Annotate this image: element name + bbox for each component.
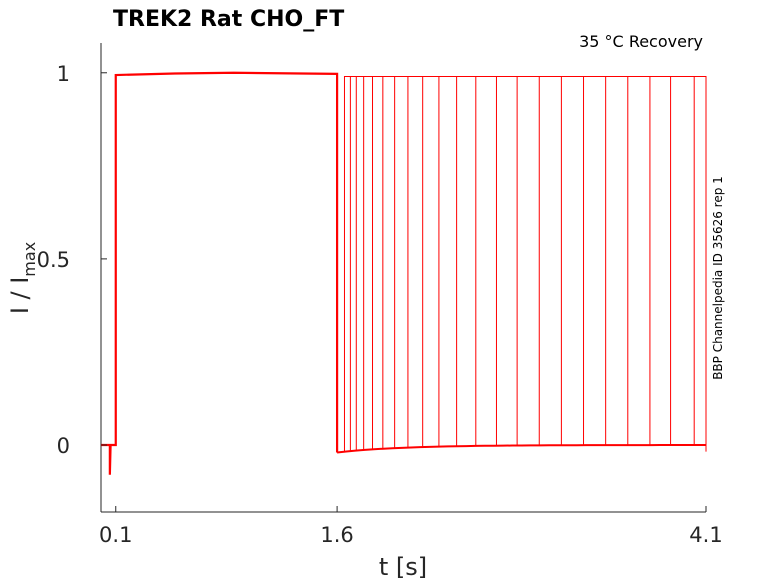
x-ticks: 0.1 1.6 4.1 <box>99 506 723 547</box>
y-tick-label: 1 <box>57 62 70 86</box>
y-axis-label-main: I / I <box>6 277 34 315</box>
series-line-recovery-pulse <box>349 76 707 452</box>
series-line-recovery-pulse <box>422 76 707 448</box>
series-line-recovery-pulse <box>670 76 707 446</box>
series-line-recovery-pulse <box>475 76 707 446</box>
chart-subtitle: 35 °C Recovery <box>579 32 703 51</box>
series-line-recovery-pulse <box>407 76 707 448</box>
series-line-recovery-pulse <box>649 76 707 446</box>
y-axis-label-sub: max <box>20 242 39 277</box>
series-line-recovery-pulse <box>355 76 707 451</box>
series-line-recovery-pulse <box>605 76 707 446</box>
series-line-recovery-pulse <box>495 76 707 446</box>
series-line-recovery-pulse <box>343 76 707 452</box>
series-line-recovery-pulse <box>456 76 707 447</box>
series-line-recovery-baseline <box>336 444 707 454</box>
series-line-recovery-pulse <box>538 76 707 446</box>
chart-title: TREK2 Rat CHO_FT <box>113 7 344 32</box>
x-tick-label: 4.1 <box>689 523 722 547</box>
series-line-conditioning-pulse <box>101 71 339 475</box>
series-line-recovery-pulse <box>382 76 707 449</box>
series-line-recovery-pulse <box>516 76 707 446</box>
y-tick-label: 0.5 <box>37 248 70 272</box>
series-line-recovery-pulse <box>363 76 707 450</box>
channelpedia-id-label: BBP Channelpedia ID 35626 rep 1 <box>711 176 725 380</box>
plot-area: 0.1 1.6 4.1 00.51 <box>37 43 723 547</box>
traces <box>101 71 707 475</box>
x-tick-label: 1.6 <box>320 523 353 547</box>
x-axis-label: t [s] <box>379 553 427 581</box>
y-tick-label: 0 <box>57 434 70 458</box>
y-axis-label: I / Imax <box>6 242 39 314</box>
y-ticks: 00.51 <box>37 62 107 458</box>
series-line-recovery-pulse <box>394 76 707 449</box>
series-line-recovery-pulse <box>693 76 707 446</box>
series-line-recovery-pulse <box>438 76 707 447</box>
series-line-recovery-pulse <box>583 76 707 446</box>
x-tick-label: 0.1 <box>99 523 132 547</box>
